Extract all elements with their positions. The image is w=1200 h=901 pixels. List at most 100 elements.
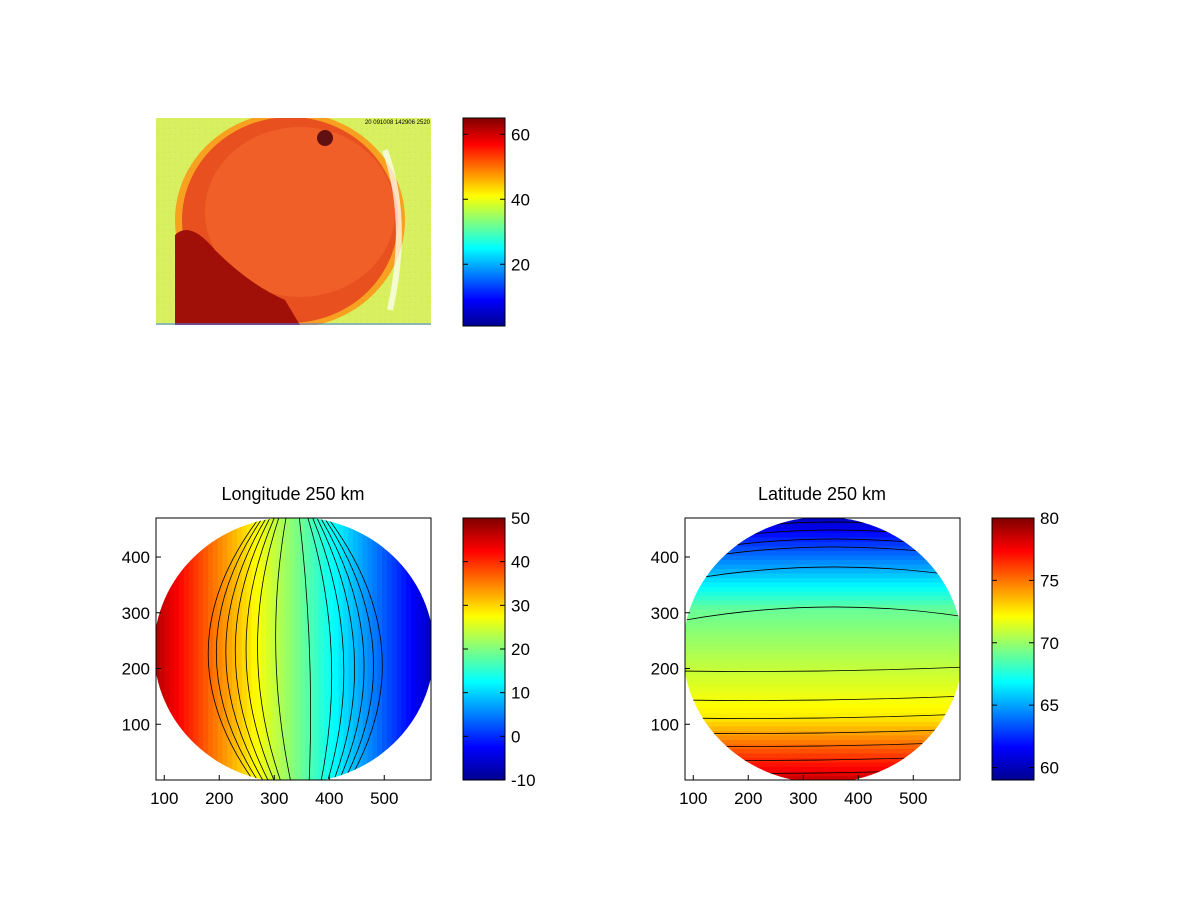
latitude-axes-box	[684, 517, 961, 781]
raw-image	[156, 118, 431, 325]
longitude-band	[217, 518, 224, 780]
longitude-band	[415, 518, 422, 780]
longitude-contour-line	[315, 518, 355, 780]
latitude-band	[685, 551, 960, 557]
longitude-band	[208, 518, 214, 780]
longitude-contours	[207, 518, 383, 780]
latitude-title: Latitude 250 km	[758, 484, 886, 504]
latitude-band	[685, 650, 960, 656]
longitude-xtick-label: 200	[205, 789, 233, 808]
longitude-band	[212, 518, 219, 780]
latitude-band	[685, 668, 960, 674]
latitude-ytick-label: 200	[651, 660, 679, 679]
latitude-band	[685, 533, 960, 539]
latitude-band	[685, 708, 960, 714]
longitude-band	[353, 518, 359, 780]
longitude-band	[309, 518, 315, 780]
latitude-ytick-label: 400	[651, 548, 679, 567]
longitude-band	[251, 518, 257, 780]
latitude-ytick-label: 100	[651, 715, 679, 734]
raw-colorbar-tick-label: 60	[511, 125, 530, 144]
longitude-axes-box	[155, 517, 432, 781]
longitude-band	[266, 518, 272, 780]
longitude-band	[372, 518, 378, 780]
latitude-band	[680, 781, 970, 786]
longitude-band	[188, 518, 195, 780]
longitude-ytick-label: 200	[122, 660, 150, 679]
latitude-band	[685, 546, 960, 552]
longitude-band	[299, 518, 306, 780]
longitude-contour-line	[234, 518, 272, 780]
latitude-band	[685, 560, 960, 566]
latitude-band	[685, 717, 960, 723]
longitude-colorbar-tick-label: 0	[511, 727, 520, 746]
raw-colorbar-tick-label: 20	[511, 255, 530, 274]
longitude-contour-line	[245, 518, 277, 780]
latitude-band	[685, 713, 960, 719]
longitude-band	[203, 518, 209, 780]
latitude-band	[685, 605, 960, 611]
longitude-colorbar: -10 0 10 20 30 40 50	[462, 509, 536, 790]
latitude-band	[685, 641, 960, 647]
longitude-band	[227, 518, 233, 780]
longitude-contour-line	[306, 518, 333, 780]
longitude-band	[169, 518, 175, 780]
latitude-band	[685, 695, 960, 701]
latitude-xtick-label: 100	[679, 789, 707, 808]
latitude-band	[685, 645, 960, 651]
longitude-colorbar-tick-label: 30	[511, 596, 530, 615]
latitude-contour-line	[685, 666, 960, 672]
longitude-ytick-label: 400	[122, 548, 150, 567]
raw-colorbar-tick-label: 40	[511, 190, 530, 209]
latitude-band	[685, 726, 960, 732]
longitude-band	[183, 518, 190, 780]
latitude-colorbar-tick-label: 80	[1040, 509, 1059, 528]
latitude-contour-line	[685, 606, 960, 622]
raw-colorbar: 20 40 60	[462, 117, 530, 327]
latitude-band	[685, 627, 960, 633]
latitude-colorbar: 60 65 70 75 80	[991, 509, 1059, 781]
latitude-band	[685, 591, 960, 597]
latitude-band	[685, 524, 960, 530]
latitude-band	[685, 753, 960, 759]
longitude-band	[280, 518, 286, 780]
longitude-band	[156, 518, 161, 780]
latitude-xtick-label: 200	[734, 789, 762, 808]
latitude-band	[685, 681, 960, 687]
longitude-ytick-label: 300	[122, 604, 150, 623]
latitude-band	[685, 731, 960, 737]
latitude-band	[685, 623, 960, 629]
longitude-band	[420, 518, 427, 780]
longitude-band	[275, 518, 282, 780]
latitude-band	[685, 699, 960, 705]
longitude-band	[246, 518, 253, 780]
longitude-band	[435, 515, 440, 785]
longitude-band	[357, 518, 364, 780]
raw-image-panel: 20 091008 142906 2520	[156, 118, 431, 325]
longitude-band	[324, 518, 330, 780]
longitude-band	[333, 518, 340, 780]
longitude-contour-line	[318, 518, 365, 780]
longitude-band	[304, 518, 311, 780]
latitude-xtick-label: 300	[789, 789, 817, 808]
latitude-colorbar-tick-label: 75	[1040, 571, 1059, 590]
longitude-band	[285, 518, 291, 780]
longitude-xtick-label: 300	[260, 789, 288, 808]
longitude-band	[328, 518, 335, 780]
latitude-band	[685, 758, 960, 764]
latitude-colorbar-gradient	[991, 517, 1035, 781]
latitude-contour-line	[685, 713, 960, 719]
longitude-colorbar-tick-label: 10	[511, 684, 530, 703]
longitude-contour-line	[207, 518, 262, 780]
raw-image-corner-text: 20 091008 142906 2520	[365, 120, 431, 126]
latitude-band	[685, 587, 960, 593]
longitude-band	[164, 518, 170, 780]
latitude-band	[685, 614, 960, 620]
longitude-contour-line	[298, 518, 312, 780]
longitude-axis-ticks: 100 200 300 400 500 100 200 300 400	[122, 548, 399, 808]
latitude-band	[685, 771, 960, 777]
latitude-colorbar-ticks: 60 65 70 75 80	[992, 509, 1059, 778]
longitude-colorbar-ticks: -10 0 10 20 30 40 50	[463, 509, 536, 790]
latitude-band	[685, 767, 960, 773]
longitude-panel: Longitude 250 km 100 200 300 400 500 100 200 30…	[122, 484, 440, 808]
